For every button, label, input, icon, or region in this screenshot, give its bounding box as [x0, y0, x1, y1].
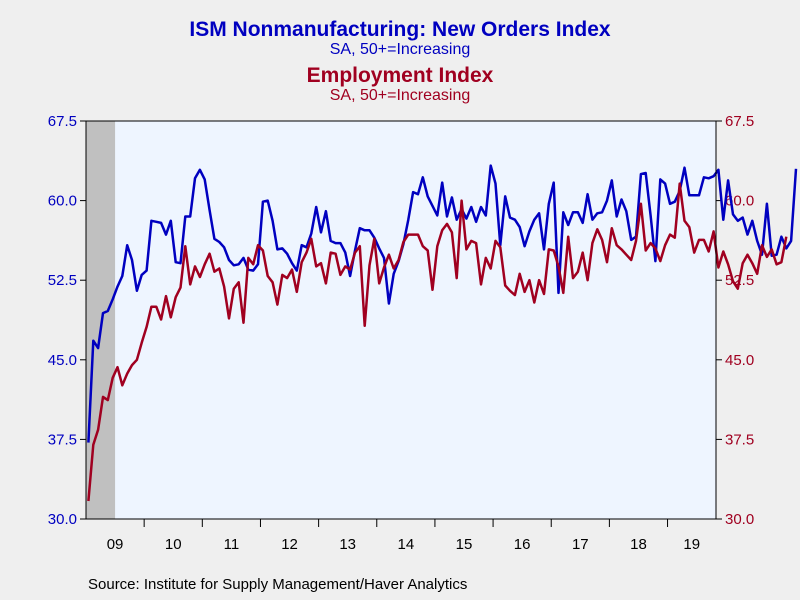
- x-tick-label: 10: [165, 536, 182, 553]
- y-left-tick-label: 60.0: [48, 193, 77, 210]
- y-left-tick-label: 37.5: [48, 431, 77, 448]
- x-tick-label: 16: [514, 536, 531, 553]
- recession-shading: [86, 121, 116, 519]
- y-right-tick-label: 67.5: [725, 113, 754, 130]
- source-note: Source: Institute for Supply Management/…: [88, 576, 468, 593]
- x-tick-label: 09: [107, 536, 124, 553]
- chart-subtitle: SA, 50+=Increasing: [329, 41, 471, 58]
- x-tick-label: 18: [630, 536, 647, 553]
- x-tick-label: 15: [456, 536, 473, 553]
- y-left-tick-label: 67.5: [48, 113, 77, 130]
- y-right-tick-label: 30.0: [725, 511, 754, 528]
- chart-title: ISM Nonmanufacturing: New Orders Index: [189, 18, 611, 41]
- x-tick-label: 12: [281, 536, 298, 553]
- x-tick-label: 17: [572, 536, 589, 553]
- chart-title-2: Employment Index: [306, 64, 494, 87]
- y-left-tick-label: 30.0: [48, 511, 77, 528]
- x-tick-label: 11: [224, 536, 240, 553]
- plot-area: [85, 120, 717, 520]
- y-right-tick-label: 37.5: [725, 431, 754, 448]
- y-right-tick-label: 45.0: [725, 352, 754, 369]
- plot-border: [85, 120, 717, 520]
- x-tick-label: 14: [398, 536, 415, 553]
- y-left-tick-label: 45.0: [48, 352, 77, 369]
- series-line-employment: [87, 182, 788, 502]
- chart-subtitle-2: SA, 50+=Increasing: [329, 87, 471, 104]
- axes: 30.037.545.052.560.067.530.037.545.052.5…: [48, 113, 754, 553]
- y-left-tick-label: 52.5: [48, 272, 77, 289]
- x-tick-label: 13: [339, 536, 356, 553]
- x-tick-label: 19: [683, 536, 700, 553]
